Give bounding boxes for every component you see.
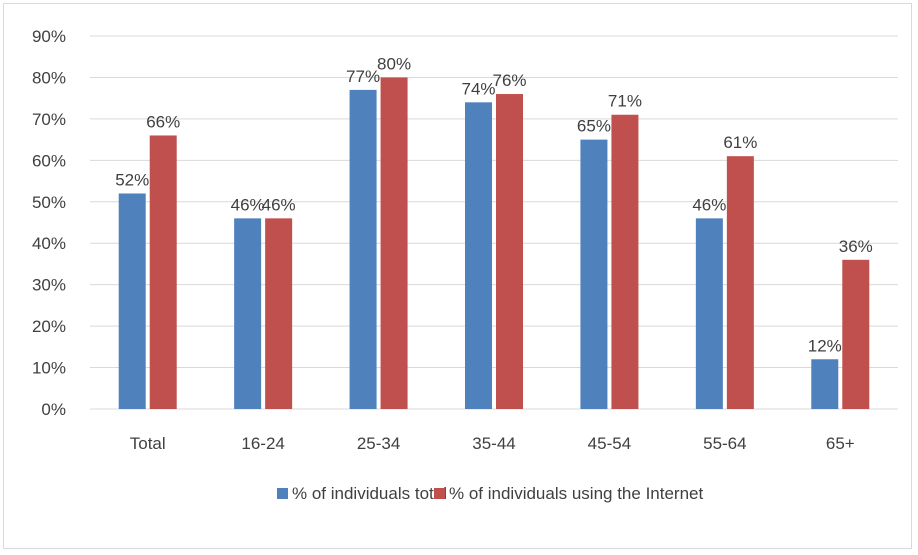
- x-tick-label: 65+: [826, 434, 855, 453]
- bar-internet: [726, 156, 754, 409]
- data-label: 46%: [692, 195, 726, 214]
- bar-total: [695, 218, 723, 409]
- y-tick-label: 80%: [32, 68, 66, 87]
- data-label: 36%: [839, 237, 873, 256]
- bar-internet: [149, 135, 177, 409]
- y-tick-label: 30%: [32, 276, 66, 295]
- bar-total: [349, 89, 377, 409]
- data-label: 77%: [346, 67, 380, 86]
- y-tick-label: 10%: [32, 359, 66, 378]
- data-label: 46%: [262, 195, 296, 214]
- data-label: 74%: [461, 79, 495, 98]
- data-label: 80%: [377, 54, 411, 73]
- y-tick-label: 20%: [32, 317, 66, 336]
- y-tick-label: 0%: [41, 400, 66, 419]
- x-tick-label: 45-54: [588, 434, 631, 453]
- data-label: 71%: [608, 92, 642, 111]
- bar-total: [118, 193, 146, 409]
- x-tick-label: 25-34: [357, 434, 400, 453]
- legend-label: % of individuals total: [292, 484, 447, 503]
- data-label: 52%: [115, 170, 149, 189]
- data-label: 65%: [577, 117, 611, 136]
- x-tick-label: 35-44: [472, 434, 515, 453]
- y-axis-ticks: 0% 10% 20% 30% 40% 50% 60% 70% 80% 90%: [32, 27, 66, 419]
- y-tick-label: 40%: [32, 234, 66, 253]
- x-tick-label: 16-24: [241, 434, 284, 453]
- data-label: 66%: [146, 112, 180, 131]
- gridlines: [90, 35, 898, 410]
- x-tick-label: Total: [130, 434, 166, 453]
- bar-internet: [496, 94, 523, 410]
- legend-swatch: [277, 488, 288, 499]
- y-tick-label: 90%: [32, 27, 66, 46]
- data-label: 12%: [808, 336, 842, 355]
- data-label: 46%: [231, 195, 265, 214]
- bar-internet: [611, 114, 639, 409]
- bar-total: [234, 218, 262, 409]
- data-label: 76%: [492, 71, 526, 90]
- legend-label: % of individuals using the Internet: [449, 484, 703, 503]
- x-axis-ticks: Total 16-24 25-34 35-44 45-54 55-64 65+: [130, 434, 855, 453]
- data-label: 61%: [723, 133, 757, 152]
- bar-internet: [380, 77, 408, 409]
- legend: % of individuals total% of individuals u…: [277, 484, 703, 503]
- bar-total: [580, 139, 608, 409]
- bar-internet: [842, 259, 870, 409]
- bar-internet: [265, 218, 293, 409]
- y-tick-label: 50%: [32, 193, 66, 212]
- bar-total: [811, 359, 839, 409]
- bar-total: [465, 102, 492, 410]
- legend-swatch: [434, 488, 445, 499]
- data-labels: 52%66%46%46%77%80%74%76%65%71%46%61%12%3…: [115, 54, 873, 355]
- x-tick-label: 55-64: [703, 434, 746, 453]
- bars: [118, 77, 870, 410]
- y-tick-label: 70%: [32, 110, 66, 129]
- y-tick-label: 60%: [32, 151, 66, 170]
